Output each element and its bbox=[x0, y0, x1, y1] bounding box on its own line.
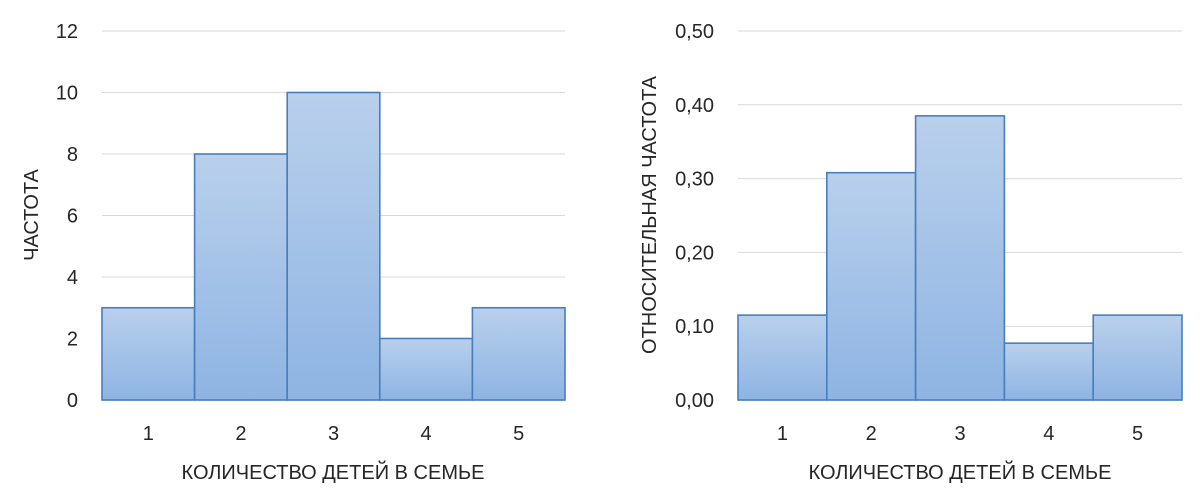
x-axis-title: КОЛИЧЕСТВО ДЕТЕЙ В СЕМЬЕ bbox=[809, 460, 1112, 484]
bar bbox=[914, 115, 1006, 401]
x-tick-label: 2 bbox=[866, 423, 877, 445]
bar bbox=[471, 306, 566, 401]
x-tick-label: 2 bbox=[235, 423, 246, 445]
bar bbox=[826, 171, 917, 401]
x-axis-title: КОЛИЧЕСТВО ДЕТЕЙ В СЕМЬЕ bbox=[182, 460, 485, 484]
x-tick-label: 4 bbox=[1043, 423, 1054, 445]
y-tick-label: 10 bbox=[56, 83, 78, 105]
y-tick-label: 6 bbox=[67, 206, 78, 228]
y-tick-label: 0,50 bbox=[675, 21, 714, 43]
y-tick-label: 0,40 bbox=[675, 95, 714, 117]
x-tick-label: 1 bbox=[143, 423, 154, 445]
x-tick-label: 5 bbox=[1132, 423, 1143, 445]
y-tick-label: 4 bbox=[67, 267, 78, 289]
x-tick-label: 1 bbox=[777, 423, 788, 445]
bar bbox=[101, 306, 196, 401]
x-tick-label: 3 bbox=[328, 423, 339, 445]
bar bbox=[193, 153, 289, 401]
y-tick-label: 0,30 bbox=[675, 169, 714, 191]
y-tick-label: 0 bbox=[67, 390, 78, 412]
y-tick-label: 12 bbox=[56, 21, 78, 43]
x-tick-label: 3 bbox=[954, 423, 965, 445]
x-tick-label: 4 bbox=[421, 423, 432, 445]
bar bbox=[378, 337, 474, 401]
x-tick-label: 5 bbox=[513, 423, 524, 445]
bar bbox=[1092, 314, 1183, 401]
y-axis-title: ОТНОСИТЕЛЬНАЯ ЧАСТОТА bbox=[639, 75, 661, 354]
y-tick-label: 0,20 bbox=[675, 242, 714, 264]
y-axis-title: ЧАСТОТА bbox=[21, 168, 43, 260]
relative-frequency-histogram: 0,00 0,10 0,20 0,30 0,40 0,50 1 2 3 4 5 КОЛИЧЕСТВО… bbox=[639, 21, 1183, 484]
bar bbox=[286, 91, 381, 401]
y-tick-label: 8 bbox=[67, 144, 78, 166]
y-tick-label: 0,00 bbox=[675, 390, 714, 412]
bar bbox=[737, 314, 828, 401]
bar bbox=[1003, 342, 1094, 401]
y-tick-label: 0,10 bbox=[675, 316, 714, 338]
y-tick-label: 2 bbox=[67, 329, 78, 351]
